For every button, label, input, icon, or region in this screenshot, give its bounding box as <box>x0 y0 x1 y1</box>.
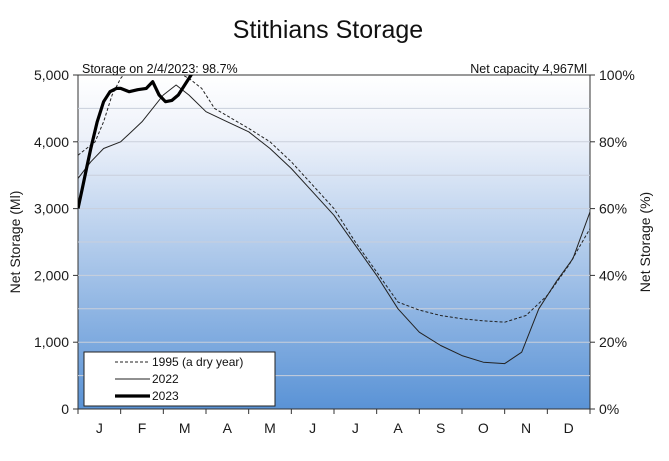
y2-tick-label: 80% <box>599 134 627 150</box>
y-axis-title-left: Net Storage (Ml) <box>7 191 23 294</box>
x-tick-label: M <box>179 420 191 436</box>
y-axis-left: 0 1,000 2,000 3,000 4,000 5,000 <box>34 67 78 417</box>
y-tick-label: 0 <box>61 401 69 417</box>
y2-tick-label: 100% <box>599 67 635 83</box>
x-tick-label: N <box>521 420 531 436</box>
x-tick-label: S <box>436 420 445 436</box>
y2-tick-label: 20% <box>599 334 627 350</box>
capacity-annotation: Net capacity 4,967Ml <box>470 62 587 76</box>
y2-tick-label: 60% <box>599 201 627 217</box>
y-tick-label: 4,000 <box>34 134 69 150</box>
legend-label: 2023 <box>152 389 179 403</box>
x-tick-label: A <box>223 420 233 436</box>
y-tick-label: 2,000 <box>34 267 69 283</box>
chart-title: Stithians Storage <box>233 16 423 44</box>
series-group <box>78 75 590 365</box>
series-line-2 <box>78 75 194 209</box>
legend-label: 2022 <box>152 372 179 386</box>
x-tick-label: D <box>564 420 574 436</box>
y-tick-label: 1,000 <box>34 334 69 350</box>
x-tick-label: A <box>393 420 403 436</box>
x-tick-label: F <box>138 420 147 436</box>
x-tick-label: J <box>96 420 103 436</box>
y-axis-title-right: Net Storage (%) <box>637 192 653 292</box>
legend: 1995 (a dry year) 2022 2023 <box>83 351 276 407</box>
series-line-0 <box>78 75 590 323</box>
series-line-1 <box>78 84 590 365</box>
y-tick-label: 3,000 <box>34 201 69 217</box>
x-tick-label: J <box>352 420 359 436</box>
y-tick-label: 5,000 <box>34 67 69 83</box>
legend-label: 1995 (a dry year) <box>152 355 243 369</box>
y2-tick-label: 40% <box>599 267 627 283</box>
y-axis-right: 0% 20% 40% 60% 80% 100% <box>590 67 635 417</box>
x-tick-label: J <box>309 420 316 436</box>
x-tick-label: M <box>264 420 276 436</box>
storage-annotation: Storage on 2/4/2023: 98.7% <box>82 62 238 76</box>
y2-tick-label: 0% <box>599 401 619 417</box>
x-tick-label: O <box>478 420 489 436</box>
